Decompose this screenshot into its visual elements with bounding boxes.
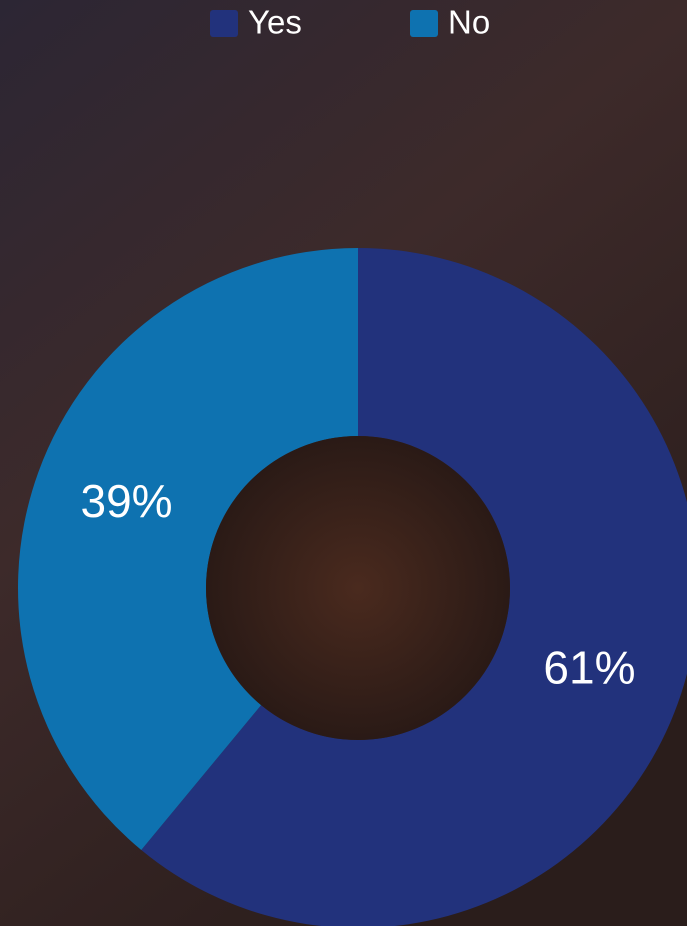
donut-hole — [206, 436, 510, 740]
value-label: 39% — [81, 475, 173, 527]
value-label: 61% — [543, 641, 635, 693]
legend-swatch — [210, 10, 238, 37]
legend-swatch — [410, 10, 438, 37]
legend-text: No — [448, 4, 490, 41]
donut-slice — [18, 248, 358, 850]
donut-slice — [141, 248, 687, 926]
legend-text: Yes — [248, 4, 302, 41]
